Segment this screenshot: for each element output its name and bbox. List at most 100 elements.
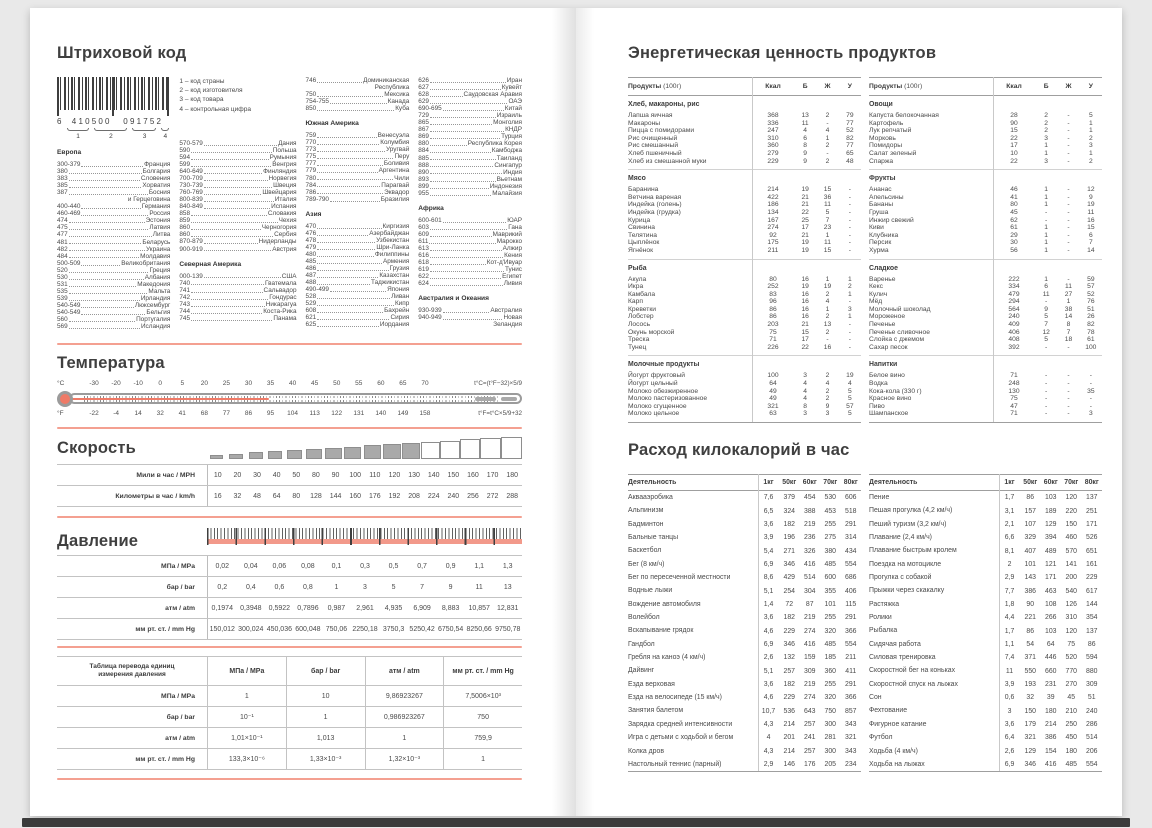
- dotted-leader: [317, 186, 381, 188]
- food-section-title: Овощи: [869, 101, 893, 108]
- activity-row: Настольный теннис (парный) 2,9 146 176 205 23…: [628, 758, 861, 771]
- book-spread: Штриховой код 6 410500 091752: [30, 8, 1122, 816]
- activity-name: Дайвинг: [628, 667, 655, 675]
- dotted-leader: [191, 158, 269, 160]
- code-row: 609 Маврикий: [418, 231, 522, 238]
- activity-value: 520: [1065, 654, 1078, 662]
- food-value: 15: [801, 328, 809, 336]
- barcode-guard-bar: [112, 77, 114, 116]
- food-row: Тунец 226 22 16 -: [628, 344, 861, 352]
- food-value: 1: [1044, 186, 1049, 194]
- food-value: 62: [1010, 216, 1018, 224]
- country-code: 773: [305, 146, 317, 154]
- activity-row: Фехтование 3 150 180 210 240: [869, 705, 1102, 718]
- activity-value: 126: [1065, 600, 1078, 608]
- food-section-title: Мясо: [628, 175, 646, 183]
- food-section-title: Фрукты: [869, 175, 896, 183]
- food-value: 1: [847, 275, 852, 283]
- code-row: 729 Израиль: [418, 112, 522, 119]
- country-code: 900-919: [179, 245, 203, 253]
- scale-value: 120: [388, 471, 401, 479]
- country-code: 611: [418, 237, 429, 245]
- activity-value: 617: [1086, 587, 1098, 595]
- food-header-col: Ккал: [1006, 82, 1022, 90]
- scale-value: 256: [467, 492, 479, 500]
- food-value: 2: [825, 313, 830, 321]
- food-row: Водка 248 - - -: [869, 380, 1102, 388]
- food-value: 16: [801, 275, 809, 283]
- country-code: 888: [418, 161, 429, 169]
- activity-row: Прогулка с собакой 2,9 143 171 200 229: [869, 571, 1102, 584]
- dotted-leader: [429, 103, 508, 104]
- scale-value: 110: [369, 471, 381, 479]
- food-name: Лосось: [628, 321, 651, 329]
- dotted-leader: [203, 172, 263, 174]
- food-value: -: [1089, 395, 1092, 403]
- food-row: Ветчина вареная 422 21 36 -: [628, 194, 861, 202]
- food-header-col: Б: [802, 82, 808, 90]
- food-name: Кока-кола (330 г): [869, 387, 922, 395]
- dotted-leader: [203, 144, 278, 146]
- food-row: Йогурт фруктовый 100 3 2 19: [628, 372, 861, 380]
- food-value: -: [1067, 134, 1070, 142]
- country-code: 569: [57, 323, 68, 331]
- barcode-guard-bar: [57, 77, 59, 116]
- food-row: Карп 96 16 4 -: [628, 298, 861, 306]
- food-value: -: [1067, 208, 1070, 216]
- food-value: 2: [825, 395, 830, 403]
- food-value: -: [848, 336, 851, 344]
- country-codes-list: Европа 300-379 Франция 380 Болгария 383 Словен…: [57, 149, 170, 330]
- dotted-leader: [68, 187, 142, 188]
- dotted-leader: [191, 298, 269, 300]
- code-row: 955 Малайзия: [418, 190, 522, 197]
- food-value: -: [826, 149, 829, 157]
- conv-cell: 750: [443, 707, 522, 728]
- food-value: 1: [1044, 246, 1049, 254]
- country-code: 618: [418, 259, 429, 267]
- country-code: 930-939: [418, 307, 442, 315]
- activity-value: 182: [783, 680, 796, 688]
- activity-value: 251: [1086, 507, 1098, 515]
- country-name: Сербия: [274, 231, 297, 239]
- code-row: 624 Ливия: [418, 280, 522, 287]
- activity-value: 321: [1024, 734, 1037, 742]
- dotted-leader: [317, 255, 374, 257]
- country-code: 590: [179, 146, 191, 154]
- food-row: Пицца с помидорами 247 4 4 52: [628, 127, 861, 135]
- country-name: Молдавия: [140, 252, 171, 260]
- country-name: Китай: [504, 105, 522, 113]
- country-name: Япония: [387, 286, 410, 294]
- tick-label: 140: [375, 410, 387, 418]
- country-code: 608: [305, 307, 317, 315]
- food-value: 214: [767, 186, 779, 194]
- food-value: 15: [1010, 127, 1018, 135]
- scale-value: 2,961: [356, 604, 374, 612]
- scale-row-label: МПа / MPa: [161, 562, 195, 570]
- code-row: 900-919 Австрия: [179, 246, 296, 253]
- code-row: 616 Кения: [418, 252, 522, 259]
- food-row: Треска 71 17 - -: [628, 336, 861, 344]
- activity-value: 210: [1065, 707, 1078, 715]
- activity-row: Сидячая работа 1,1 54 64 75 86: [869, 638, 1102, 651]
- country-code: 540-549: [57, 301, 81, 309]
- right-page: Энергетическая ценность продуктов Продук…: [576, 8, 1122, 816]
- food-value: 78: [1087, 328, 1095, 336]
- conv-cell: 10: [285, 686, 365, 707]
- activity-value: 4,6: [763, 627, 774, 635]
- activity-row: Футбол 6,4 321 386 450 514: [869, 731, 1102, 744]
- food-name: Молоко цельное: [628, 410, 680, 418]
- country-code: 529: [305, 300, 317, 308]
- food-value: 59: [1087, 275, 1095, 283]
- country-name: Великобритания: [121, 259, 171, 267]
- food-value: 392: [1008, 343, 1020, 351]
- activity-value: 5,1: [763, 667, 774, 675]
- country-name: Ливан: [391, 293, 410, 301]
- activity-value: 360: [824, 667, 837, 675]
- country-name: Таджикистан: [371, 279, 410, 287]
- code-row: 529 Кипр: [306, 300, 410, 307]
- country-name: Израиль: [496, 112, 522, 120]
- code-row: 745 Панама: [179, 315, 296, 322]
- code-row: 594 Румыния: [179, 154, 296, 161]
- food-value: 3: [1044, 157, 1049, 165]
- activity-value: 453: [824, 507, 837, 515]
